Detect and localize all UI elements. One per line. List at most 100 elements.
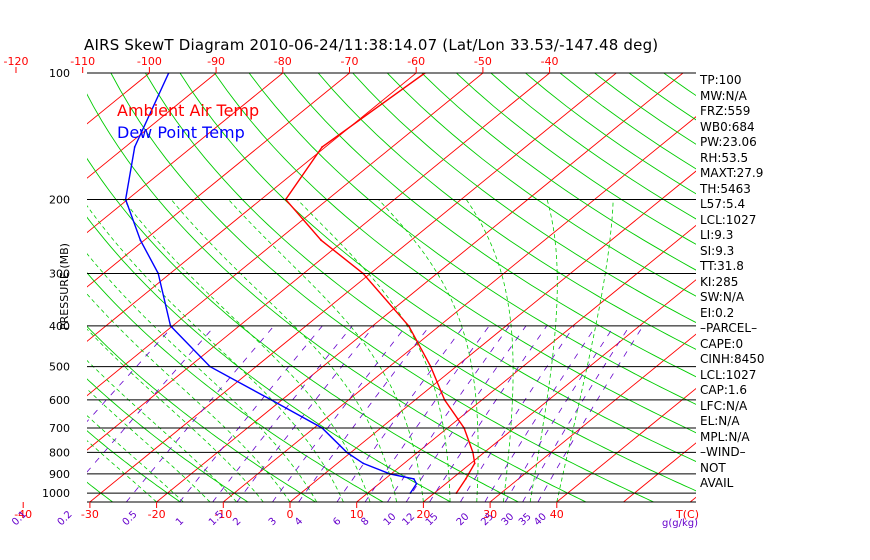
dry-adiabat-line [0, 73, 45, 502]
dewpoint-temp-point [362, 462, 365, 465]
isotherm-line [87, 73, 417, 342]
isotherm-line [0, 73, 16, 502]
top-temp-tick-label: -120 [3, 55, 28, 68]
dry-adiabat-line [87, 272, 384, 502]
dry-adiabat-line [87, 93, 587, 502]
index-item: TH:5463 [700, 181, 751, 196]
top-temp-tick-label: -40 [541, 55, 559, 68]
moist-adiabat-line [122, 199, 371, 502]
plot-grid-group [0, 73, 696, 502]
bottom-temp-tick-label: 30 [483, 508, 497, 521]
moist-adiabat-line [87, 359, 237, 502]
index-item: SI:9.3 [700, 243, 735, 258]
index-item: EI:0.2 [700, 305, 735, 320]
index-item: CINH:8450 [700, 352, 765, 366]
mixing-ratio-tick-label: 2 [231, 516, 243, 528]
dry-adiabat-line [283, 73, 696, 378]
isotherm-line [87, 73, 284, 234]
mixing-ratio-tick-label: 0.2 [56, 509, 75, 528]
legend-dew-point-temp: Dew Point Temp [117, 123, 245, 142]
dry-adiabat-line [87, 481, 113, 502]
dewpoint-temp-point [133, 146, 136, 148]
index-item: PW:23.06 [700, 135, 757, 149]
isotherm-line [156, 73, 684, 502]
isotherm-line [289, 170, 696, 502]
mixing-ratio-tick-label: 4 [293, 516, 305, 528]
ambient-temp-point [464, 478, 467, 480]
isotherm-line [489, 333, 696, 502]
moist-adiabat-line [529, 199, 558, 502]
mixing-ratio-tick-label: 10 [382, 511, 399, 528]
top-temp-tick-label: -70 [340, 55, 358, 68]
index-item: RH:53.5 [700, 150, 749, 165]
top-temp-tick-label: -100 [137, 55, 162, 68]
index-item: TP:100 [700, 73, 742, 87]
mixing-ratio-tick-label: 40 [532, 511, 549, 528]
y-axis-title: PRESSURE (MB) [58, 243, 71, 330]
mixing-ratio-tick-label: 3 [267, 516, 279, 528]
pressure-tick-label: 200 [49, 193, 70, 206]
moist-adiabat-line [87, 328, 264, 502]
pressure-tick-label: 600 [49, 394, 70, 407]
chart-title: AIRS SkewT Diagram 2010-06-24/11:38:14.0… [84, 36, 659, 54]
mixing-ratio-line [484, 325, 597, 502]
moist-adiabat-line [170, 199, 398, 502]
ambient-temp-point [321, 146, 323, 148]
isotherm-line [87, 73, 484, 397]
pressure-tick-label: 900 [49, 468, 70, 481]
mixing-ratio-tick-label: 12 [400, 511, 417, 528]
dry-adiabat-line [352, 73, 696, 324]
mixing-ratio-tick-label: 8 [359, 516, 371, 528]
mixing-ratio-tick-label: 20 [455, 511, 472, 528]
mixing-ratio-line [298, 325, 431, 502]
dry-adiabat-line [110, 73, 654, 502]
index-item: L57:5.4 [700, 197, 746, 211]
index-item: MW:N/A [700, 88, 747, 103]
index-item: WB0:684 [700, 119, 755, 134]
pressure-tick-label: 500 [49, 361, 70, 374]
isotherm-line [356, 224, 696, 502]
dewpoint-temp-point [412, 478, 415, 480]
dry-adiabat-line [179, 73, 696, 462]
ambient-temp-point [320, 239, 322, 242]
mixing-ratio-tick-label: 1 [174, 516, 186, 528]
bottom-temp-tick-label: -10 [214, 508, 232, 521]
mixing-ratio-tick-label: 6 [331, 516, 343, 528]
pressure-tick-label: 800 [49, 446, 70, 459]
dewpoint-temp-point [415, 482, 418, 485]
index-item: –WIND– [700, 445, 746, 459]
ambient-temp-series-line [284, 73, 476, 494]
index-item: CAP:1.6 [700, 383, 747, 397]
bottom-temp-tick-label: 40 [550, 508, 564, 521]
moist-adiabat-line [378, 199, 479, 502]
index-item: FRZ:559 [700, 104, 751, 118]
dry-adiabat-line [87, 216, 452, 502]
moist-adiabat-line [297, 199, 451, 502]
moist-adiabat-line [87, 415, 184, 502]
index-item: SW:N/A [700, 290, 745, 304]
dry-adiabat-line [525, 73, 696, 195]
mixing-ratio-tick-label: 0.5 [121, 509, 140, 528]
dewpoint-temp-point [139, 239, 142, 242]
mixing-ratio-line [336, 325, 465, 502]
index-item: KI:285 [700, 274, 739, 289]
dry-adiabat-line [456, 73, 696, 245]
index-item: LI:9.3 [700, 228, 734, 242]
mixing-ratio-line [179, 325, 323, 502]
dry-adiabat-line [87, 378, 249, 502]
mixing-ratio-line [405, 325, 527, 502]
bottom-temp-tick-label: -30 [81, 508, 99, 521]
isotherm-line [87, 73, 550, 451]
isotherm-line [87, 73, 217, 179]
moist-adiabat-line [87, 253, 318, 502]
top-temp-tick-label: -90 [207, 55, 225, 68]
mixing-ratio-tick-label: 35 [517, 511, 534, 528]
pressure-tick-label: 300 [49, 267, 70, 280]
dry-adiabat-line [663, 73, 696, 97]
bottom-temp-tick-label: 10 [350, 508, 364, 521]
moist-adiabat-line [87, 293, 291, 502]
isotherm-line [423, 279, 696, 502]
bottom-axis-title: T(C) [675, 508, 699, 521]
dry-adiabat-line [87, 430, 181, 502]
